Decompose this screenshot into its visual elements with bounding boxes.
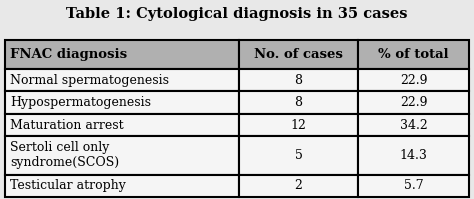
Text: 22.9: 22.9 — [400, 74, 427, 87]
Text: Table 1: Cytological diagnosis in 35 cases: Table 1: Cytological diagnosis in 35 cas… — [66, 7, 408, 21]
Text: 8: 8 — [294, 96, 302, 109]
Text: No. of cases: No. of cases — [254, 48, 343, 61]
Text: Maturation arrest: Maturation arrest — [10, 119, 124, 132]
Bar — [5, 175, 239, 197]
Text: Hypospermatogenesis: Hypospermatogenesis — [10, 96, 151, 109]
Text: 2: 2 — [295, 179, 302, 192]
Text: FNAC diagnosis: FNAC diagnosis — [10, 48, 128, 61]
Bar — [5, 136, 239, 175]
Bar — [358, 136, 469, 175]
Bar — [5, 69, 239, 92]
Bar — [5, 114, 239, 136]
Bar — [5, 92, 239, 114]
Bar — [358, 69, 469, 92]
Text: Normal spermatogenesis: Normal spermatogenesis — [10, 74, 169, 87]
Text: 5.7: 5.7 — [404, 179, 423, 192]
Text: Testicular atrophy: Testicular atrophy — [10, 179, 126, 192]
Bar — [358, 114, 469, 136]
Bar — [358, 175, 469, 197]
Text: 22.9: 22.9 — [400, 96, 427, 109]
Text: 14.3: 14.3 — [400, 149, 428, 162]
Text: 8: 8 — [294, 74, 302, 87]
Bar — [239, 175, 358, 197]
Text: 5: 5 — [295, 149, 302, 162]
Bar — [239, 114, 358, 136]
Bar — [358, 92, 469, 114]
Bar — [5, 40, 239, 69]
Bar — [239, 69, 358, 92]
Bar — [239, 92, 358, 114]
Text: 34.2: 34.2 — [400, 119, 428, 132]
Text: Sertoli cell only
syndrome(SCOS): Sertoli cell only syndrome(SCOS) — [10, 141, 119, 170]
Bar — [358, 40, 469, 69]
Bar — [239, 136, 358, 175]
Text: % of total: % of total — [378, 48, 449, 61]
Bar — [239, 40, 358, 69]
Text: 12: 12 — [291, 119, 307, 132]
